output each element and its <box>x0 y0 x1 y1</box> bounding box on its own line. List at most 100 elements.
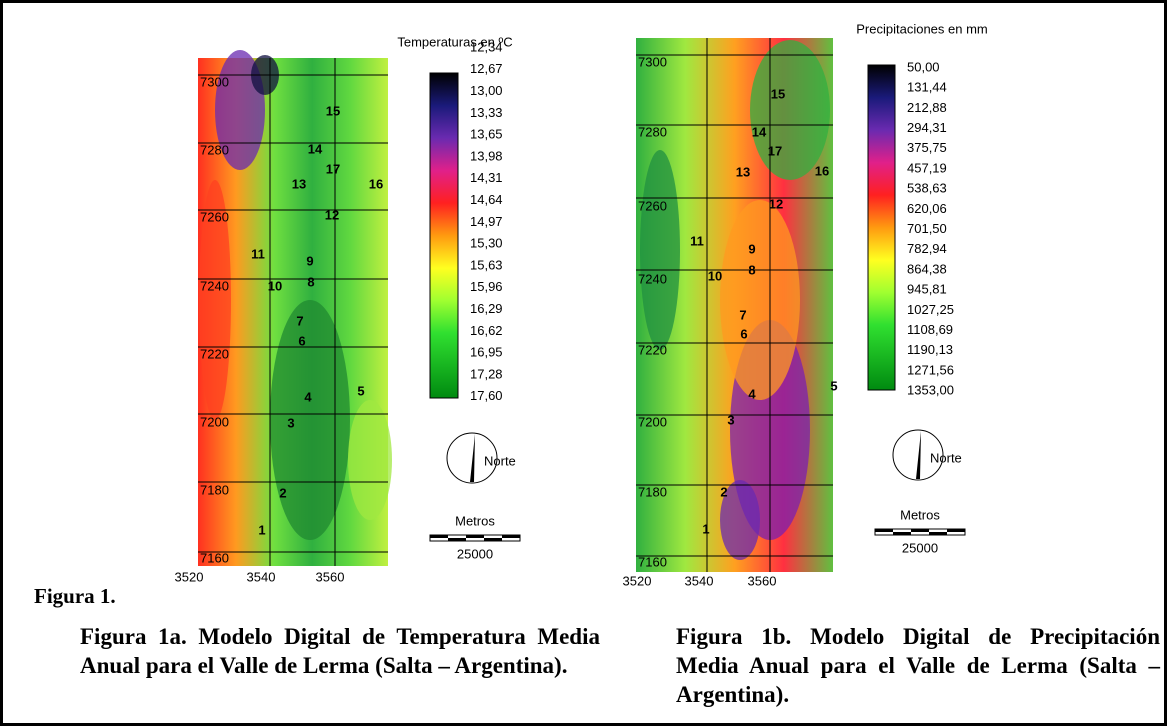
scale-segment <box>893 532 911 535</box>
station-label: 5 <box>830 378 837 393</box>
legend-label: 17,28 <box>470 366 503 381</box>
legend-label: 294,31 <box>907 120 947 135</box>
legend-label: 131,44 <box>907 80 947 95</box>
station-label: 15 <box>771 86 785 101</box>
scale-segment <box>502 535 520 538</box>
station-label: 9 <box>748 241 755 256</box>
x-label: 3520 <box>623 573 652 588</box>
north-arrow <box>470 434 475 482</box>
scale-title: Metros <box>900 507 940 522</box>
station-label: 4 <box>748 386 756 401</box>
station-label: 2 <box>279 485 286 500</box>
figure-label: Figura 1. <box>34 584 116 608</box>
station-label: 1 <box>702 521 709 536</box>
station-label: 6 <box>740 326 747 341</box>
x-label: 3540 <box>685 573 714 588</box>
station-label: 17 <box>768 143 782 158</box>
station-label: 10 <box>268 278 282 293</box>
station-label: 1 <box>258 522 265 537</box>
map-region <box>640 150 680 350</box>
scale-value: 25000 <box>902 540 938 555</box>
scale-segment <box>448 538 466 541</box>
x-label: 3560 <box>748 573 777 588</box>
y-label: 7180 <box>200 482 229 497</box>
legend-label: 375,75 <box>907 140 947 155</box>
legend-label: 620,06 <box>907 201 947 216</box>
scale-segment <box>430 535 448 538</box>
station-label: 14 <box>308 141 323 156</box>
y-label: 7280 <box>638 124 667 139</box>
legend-label: 16,29 <box>470 301 503 316</box>
legend-label: 1190,13 <box>907 342 953 357</box>
legend-label: 457,19 <box>907 160 947 175</box>
station-label: 8 <box>307 274 314 289</box>
legend-label: 13,33 <box>470 105 503 120</box>
x-label: 3520 <box>175 569 204 584</box>
legend-label: 538,63 <box>907 181 947 196</box>
legend-label: 13,98 <box>470 148 503 163</box>
y-label: 7300 <box>200 74 229 89</box>
legend-label: 13,65 <box>470 127 503 142</box>
legend-label: 15,30 <box>470 236 503 251</box>
y-label: 7160 <box>638 554 667 569</box>
map-region <box>348 400 392 520</box>
legend-label: 13,00 <box>470 83 503 98</box>
station-label: 9 <box>306 253 313 268</box>
station-label: 7 <box>739 307 746 322</box>
north-circle <box>446 432 498 484</box>
y-label: 7180 <box>638 484 667 499</box>
scale-segment <box>875 529 893 532</box>
legend-label: 1027,25 <box>907 302 954 317</box>
scale-title: Metros <box>455 513 495 528</box>
y-label: 7240 <box>200 278 229 293</box>
station-label: 13 <box>736 164 750 179</box>
station-label: 7 <box>296 313 303 328</box>
map-region <box>750 40 830 180</box>
north-label: Norte <box>930 450 962 465</box>
legend-bar <box>429 72 459 399</box>
y-label: 7220 <box>200 346 229 361</box>
station-label: 10 <box>708 268 722 283</box>
caption: Figura 1a. Modelo Digital de Temperatura… <box>80 624 600 678</box>
north-circle <box>892 429 944 481</box>
station-label: 12 <box>325 207 339 222</box>
map-region <box>720 480 760 560</box>
legend-label: 16,95 <box>470 345 503 360</box>
station-label: 4 <box>304 389 312 404</box>
station-label: 12 <box>769 196 783 211</box>
legend-label: 50,00 <box>907 59 940 74</box>
scale-segment <box>929 532 947 535</box>
y-label: 7260 <box>200 209 229 224</box>
legend-bar <box>867 64 896 391</box>
scale-segment <box>466 535 484 538</box>
legend-label: 15,63 <box>470 257 503 272</box>
x-label: 3560 <box>316 569 345 584</box>
scale-segment <box>911 529 929 532</box>
station-label: 3 <box>727 412 734 427</box>
legend-label: 864,38 <box>907 261 947 276</box>
legend-title: Temperaturas en ºC <box>397 34 512 49</box>
y-label: 7260 <box>638 198 667 213</box>
x-label: 3540 <box>247 569 276 584</box>
station-label: 11 <box>690 233 704 248</box>
y-label: 7280 <box>200 142 229 157</box>
y-label: 7160 <box>200 550 229 565</box>
station-label: 8 <box>748 262 755 277</box>
y-label: 7300 <box>638 54 667 69</box>
legend-label: 17,60 <box>470 388 503 403</box>
y-label: 7220 <box>638 342 667 357</box>
legend-label: 14,64 <box>470 192 503 207</box>
legend-label: 15,96 <box>470 279 503 294</box>
north-label: Norte <box>484 453 516 468</box>
map-region <box>270 300 350 540</box>
legend-label: 16,62 <box>470 323 503 338</box>
north-arrow <box>916 431 921 479</box>
station-label: 5 <box>357 383 364 398</box>
station-label: 14 <box>752 124 767 139</box>
station-label: 2 <box>720 484 727 499</box>
legend-title: Precipitaciones en mm <box>856 21 988 36</box>
station-label: 6 <box>298 333 305 348</box>
y-label: 7200 <box>200 414 229 429</box>
legend-label: 14,97 <box>470 214 503 229</box>
